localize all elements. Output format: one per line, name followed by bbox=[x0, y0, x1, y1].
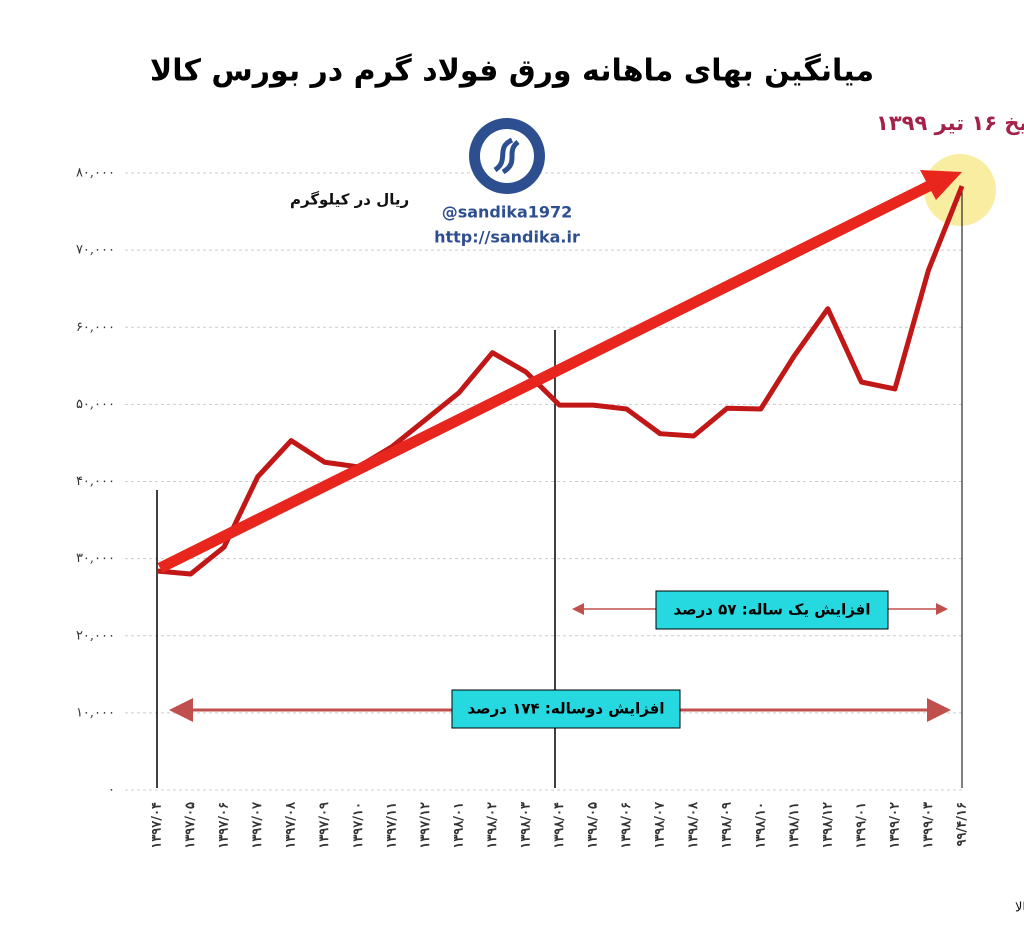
trend-arrow bbox=[157, 178, 938, 573]
annotation-box bbox=[655, 590, 889, 630]
x-tick-label: ۱۳۹۸/۰۳ bbox=[518, 802, 533, 849]
annotation: افزایش دوساله: ۱۷۴ درصد bbox=[467, 700, 664, 718]
annotation: افزایش یک ساله: ۵۷ درصد bbox=[673, 601, 870, 619]
y-tick-label: ۴۰,۰۰۰ bbox=[76, 474, 115, 489]
x-tick-label: ۱۳۹۹/۰۲ bbox=[887, 802, 902, 849]
unit-label: ریال در کیلوگرم bbox=[290, 191, 409, 209]
y-tick-label: ۰ bbox=[108, 783, 115, 798]
x-tick-label: ۱۳۹۷/۰۵ bbox=[183, 802, 198, 849]
chart-title: میانگین بهای ماهانه ورق فولاد گرم در بور… bbox=[150, 53, 874, 89]
x-tick-label: ۱۳۹۷/۰۸ bbox=[284, 801, 299, 849]
x-tick-label: ۱۳۹۷/۰۹ bbox=[317, 802, 332, 849]
x-tick-label: ۱۳۹۸/۱۰ bbox=[753, 802, 768, 849]
y-tick-label: ۲۰,۰۰۰ bbox=[76, 628, 115, 643]
x-tick-label: ۱۳۹۸/۰۲ bbox=[485, 802, 500, 849]
x-tick-label: ۱۳۹۸/۰۱ bbox=[451, 802, 466, 849]
x-tick-label: ۱۳۹۸/۰۶ bbox=[619, 802, 634, 849]
x-tick-label: ۱۳۹۹/۰۱ bbox=[854, 802, 869, 849]
x-tick-label: ۹۹/۴/۱۶ bbox=[955, 802, 970, 846]
x-tick-label: ۱۳۹۷/۰۶ bbox=[217, 802, 232, 849]
chart-subtitle: تا تاریخ ۱۶ تیر ۱۳۹۹ bbox=[876, 111, 1024, 135]
trend-arrow-head bbox=[920, 170, 962, 200]
x-tick-label: ۱۳۹۷/۱۰ bbox=[351, 802, 366, 849]
x-tick-label: ۱۳۹۷/۱۱ bbox=[384, 802, 399, 849]
website: http://sandika.ir bbox=[434, 228, 580, 247]
x-tick-label: ۱۳۹۸/۰۵ bbox=[586, 802, 601, 849]
annotation-box bbox=[451, 689, 681, 729]
x-tick-label: ۱۳۹۷/۰۴ bbox=[150, 802, 165, 849]
x-tick-label: ۱۳۹۹/۰۳ bbox=[921, 802, 936, 849]
handle: @sandika1972 bbox=[442, 203, 573, 222]
y-tick-label: ۵۰,۰۰۰ bbox=[76, 397, 115, 412]
y-tick-label: ۳۰,۰۰۰ bbox=[76, 551, 115, 566]
source: منبع: بورس کالا bbox=[1015, 901, 1024, 916]
x-tick-label: ۱۳۹۸/۰۸ bbox=[686, 801, 701, 849]
logo bbox=[469, 118, 545, 194]
x-tick-label: ۱۳۹۷/۱۲ bbox=[418, 802, 433, 849]
y-tick-label: ۶۰,۰۰۰ bbox=[76, 320, 115, 335]
y-tick-label: ۱۰,۰۰۰ bbox=[76, 705, 115, 720]
y-tick-label: ۷۰,۰۰۰ bbox=[76, 243, 115, 258]
x-tick-label: ۱۳۹۸/۰۷ bbox=[653, 801, 668, 849]
x-tick-label: ۱۳۹۸/۱۱ bbox=[787, 802, 802, 849]
x-tick-label: ۱۳۹۸/۰۴ bbox=[552, 802, 567, 849]
series bbox=[156, 185, 965, 577]
x-tick-label: ۱۳۹۸/۰۹ bbox=[720, 802, 735, 849]
y-tick-label: ۸۰,۰۰۰ bbox=[76, 166, 115, 181]
line bbox=[156, 185, 965, 577]
x-tick-label: ۱۳۹۷/۰۷ bbox=[250, 801, 265, 849]
x-tick-label: ۱۳۹۸/۱۲ bbox=[820, 802, 835, 849]
grid: ۰ ۱۰,۰۰۰ ۲۰,۰۰۰ ۳۰,۰۰۰ ۴۰,۰۰۰ ۵۰,۰۰۰ ۶۰,۰۰۰ ۷۰,… bbox=[76, 166, 970, 849]
